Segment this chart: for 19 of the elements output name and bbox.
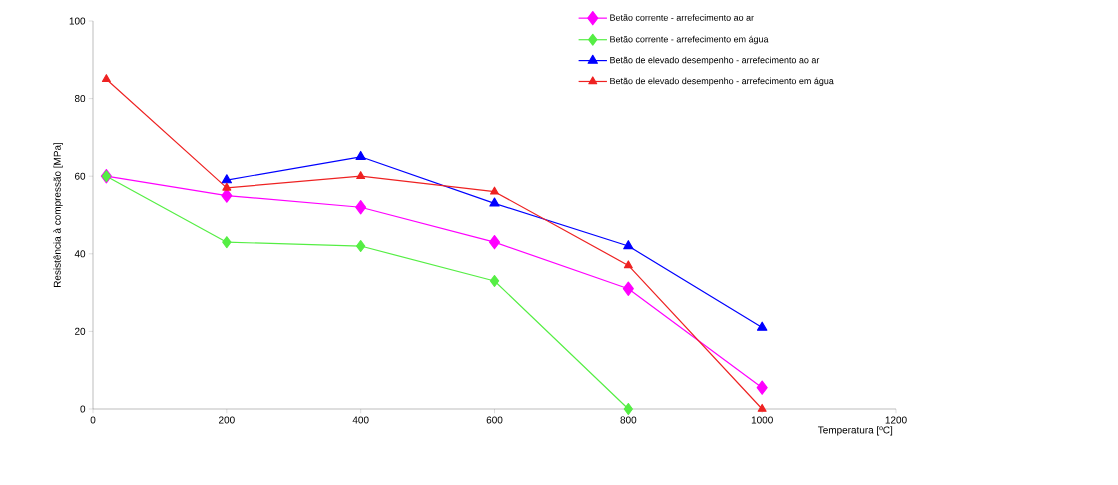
y-tick-label: 0 xyxy=(80,405,86,413)
y-tick-label: 40 xyxy=(74,250,86,258)
y-axis-title: Resistência à compressão [MPa] xyxy=(53,142,63,287)
legend-label: Betão de elevado desempenho - arrefecimento ao ar xyxy=(610,56,820,66)
x-tick-label: 800 xyxy=(620,416,637,424)
y-tick-label: 20 xyxy=(74,327,86,335)
y-tick-label: 100 xyxy=(69,17,86,25)
y-tick-label: 60 xyxy=(74,172,86,180)
x-axis-title: Temperatura [ºC] xyxy=(817,426,893,436)
x-tick-label: 1000 xyxy=(751,416,773,424)
legend-label: Betão corrente - arrefecimento ao ar xyxy=(610,14,754,21)
x-tick-label: 400 xyxy=(352,416,369,424)
legend-label: Betão corrente - arrefecimento em água xyxy=(610,35,769,45)
x-tick-label: 600 xyxy=(486,416,503,424)
x-tick-label: 200 xyxy=(219,416,235,424)
y-tick-label: 80 xyxy=(74,95,86,103)
x-tick-label: 1200 xyxy=(885,416,907,424)
legend-label: Betão de elevado desempenho - arrefecimento em água xyxy=(610,77,834,86)
x-tick-label: 0 xyxy=(90,416,96,424)
